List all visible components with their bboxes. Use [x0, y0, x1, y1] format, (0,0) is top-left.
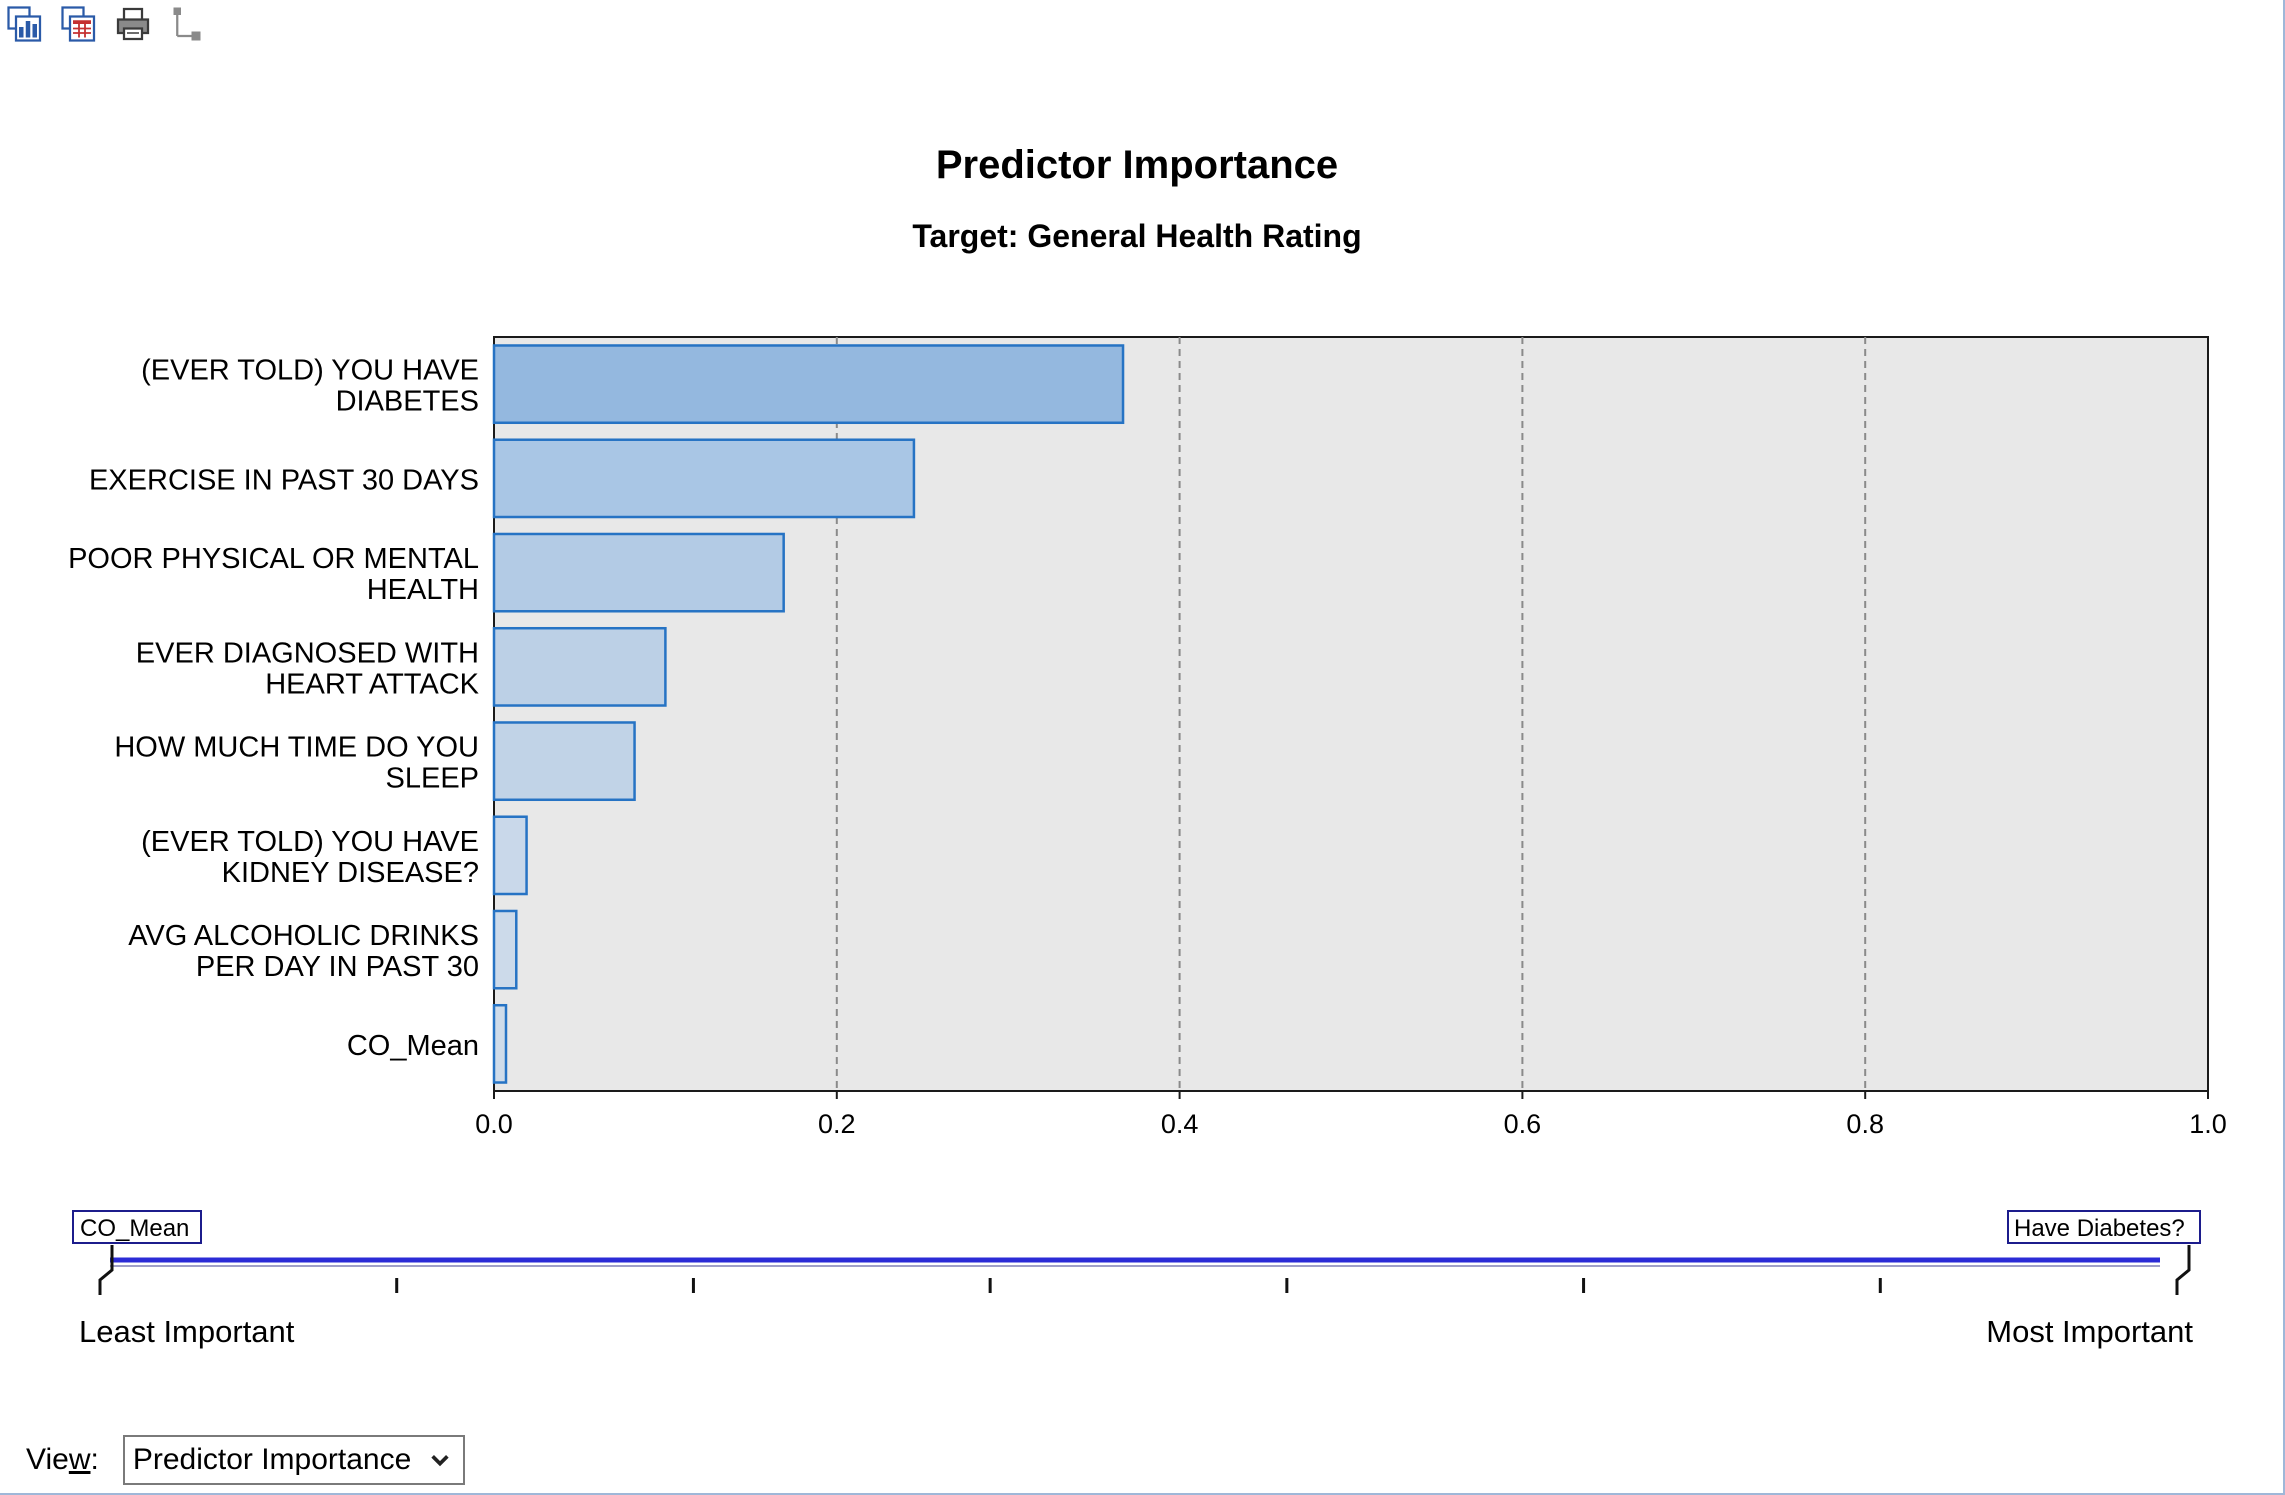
chart-title: Predictor Importance	[936, 143, 1338, 187]
category-label: (EVER TOLD) YOU HAVE KIDNEY DISEASE?	[141, 826, 479, 889]
chevron-down-icon	[431, 1455, 449, 1467]
print-button[interactable]	[112, 3, 154, 45]
toolbar	[4, 3, 208, 45]
view-row: View: Predictor Importance	[26, 1433, 465, 1487]
view-select-value: Predictor Importance	[132, 1443, 412, 1476]
tree-button[interactable]	[166, 3, 208, 45]
least-important-label: Least Important	[79, 1314, 295, 1349]
copy-table-icon	[61, 6, 96, 42]
slider-left-handle[interactable]	[98, 1245, 114, 1295]
x-tick-label: 0.0	[475, 1109, 513, 1139]
bar[interactable]	[492, 344, 1125, 425]
x-tick-label: 1.0	[2189, 1109, 2227, 1139]
x-tick-label: 0.2	[818, 1109, 856, 1139]
category-label: EVER DIAGNOSED WITH HEART ATTACK	[136, 637, 480, 700]
slider-right-tag[interactable]	[2007, 1210, 2201, 1244]
bar[interactable]	[492, 1003, 508, 1084]
predictor-importance-chart: Predictor Importance Target: General Hea…	[68, 143, 2227, 1349]
category-labels: (EVER TOLD) YOU HAVE DIABETES EXERCISE IN …	[68, 355, 480, 1062]
bar[interactable]	[492, 532, 785, 613]
category-label: CO_Mean	[347, 1030, 479, 1062]
bars	[492, 344, 1125, 1084]
importance-slider: CO_Mean Have Diabetes? Least Important M…	[72, 1210, 2201, 1349]
x-tick-label: 0.8	[1846, 1109, 1884, 1139]
most-important-label: Most Important	[1986, 1314, 2193, 1349]
slider-left-tag-label: CO_Mean	[80, 1215, 189, 1242]
bar[interactable]	[492, 909, 518, 990]
slider-left-tag[interactable]	[72, 1210, 202, 1244]
view-label: View:	[26, 1443, 99, 1476]
view-select[interactable]: Predictor Importance	[122, 1435, 465, 1485]
bar[interactable]	[492, 815, 528, 896]
category-label: AVG ALCOHOLIC DRINKS PER DAY IN PAST 30	[128, 920, 479, 983]
copy-chart-icon	[7, 6, 42, 42]
category-label: (EVER TOLD) YOU HAVE DIABETES	[141, 355, 479, 418]
category-label: HOW MUCH TIME DO YOU SLEEP	[114, 732, 479, 795]
print-icon	[116, 7, 150, 41]
x-tick-label: 0.4	[1161, 1109, 1199, 1139]
slider-right-tag-label: Have Diabetes?	[2014, 1215, 2185, 1242]
bar[interactable]	[492, 626, 667, 707]
category-label: POOR PHYSICAL OR MENTAL HEALTH	[68, 543, 479, 606]
slider-ticks	[395, 1278, 1882, 1293]
bar[interactable]	[492, 438, 916, 519]
tree-icon	[173, 7, 201, 41]
bar[interactable]	[492, 721, 636, 802]
copy-table-button[interactable]	[58, 3, 100, 45]
x-tick-label: 0.6	[1504, 1109, 1542, 1139]
chart-subtitle: Target: General Health Rating	[912, 218, 1361, 254]
copy-chart-button[interactable]	[4, 3, 46, 45]
category-label: EXERCISE IN PAST 30 DAYS	[89, 464, 479, 496]
x-axis-ticks: 0.0 0.2 0.4 0.6 0.8 1.0	[475, 1091, 2227, 1139]
slider-right-handle[interactable]	[2175, 1245, 2191, 1295]
